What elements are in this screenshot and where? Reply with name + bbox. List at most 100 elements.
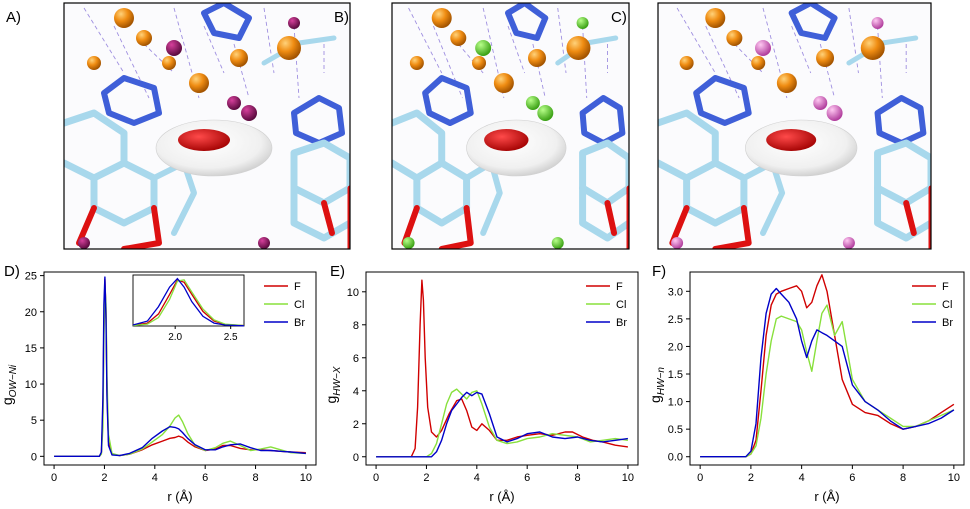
legend-label-f: F <box>942 281 949 293</box>
bond-stick <box>401 205 420 246</box>
metal-atom <box>431 8 452 28</box>
bond-stick <box>151 160 197 236</box>
ion-atom <box>241 105 257 121</box>
x-tick-label: 0 <box>51 472 57 484</box>
ion-atom <box>258 237 270 249</box>
x-tick-label: 10 <box>622 472 634 484</box>
chart-e: 0 2 4 6 8 10 0 2 4 6 8 10 r (Å) gHW−X F Cl Br <box>323 271 639 504</box>
series-line-f <box>376 279 628 458</box>
molecular-panel-b <box>392 3 629 249</box>
ion-atom <box>525 96 540 110</box>
chart-d: 0 2 4 6 8 10 0 5 10 15 20 25 r (Å) gOW−Ni F Cl Br 2.0 2.5 <box>0 271 317 504</box>
coordination-line <box>293 25 300 99</box>
ion-atom <box>576 17 589 29</box>
y-tick-label: 5 <box>31 415 37 427</box>
metal-atom <box>679 56 694 70</box>
coordination-line <box>877 25 883 99</box>
x-axis-label: r (Å) <box>167 489 192 504</box>
coordination-line <box>507 25 526 74</box>
bond-stick <box>658 109 719 182</box>
x-tick-label: 2 <box>423 472 429 484</box>
y-tick-label: 3.0 <box>668 286 683 298</box>
ion-atom <box>537 105 554 121</box>
y-tick-label: 1.5 <box>668 369 683 381</box>
inset-series-line-cl <box>132 279 245 327</box>
metal-atom <box>114 8 134 28</box>
y-tick-label: 1.0 <box>668 397 683 409</box>
chart-f: 0 2 4 6 8 10 0.0 0.5 1.0 1.5 2.0 2.5 3.0 r (Å) gHW−n FC… <box>647 271 965 504</box>
x-tick-label: 0 <box>373 472 379 484</box>
y-tick-label: 0 <box>353 452 359 464</box>
y-tick-label: 0.5 <box>668 424 683 436</box>
bond-stick <box>579 184 629 242</box>
coordination-line <box>557 7 567 74</box>
panel-label-c: C) <box>611 9 627 26</box>
metal-atom <box>472 56 487 70</box>
x-tick-label: 4 <box>474 472 480 484</box>
bond-stick <box>579 95 626 146</box>
ion-atom <box>813 96 828 110</box>
bond-stick <box>201 3 252 41</box>
y-tick-label: 15 <box>25 343 37 355</box>
x-tick-label: 6 <box>202 472 208 484</box>
x-tick-label: 4 <box>152 472 158 484</box>
legend-label-f: F <box>294 281 301 293</box>
metal-atom <box>277 36 301 60</box>
ion-atom <box>227 96 241 110</box>
molecular-panel-frame <box>391 2 630 250</box>
bond-stick <box>291 95 345 146</box>
metal-atom <box>528 49 547 67</box>
y-tick-label: 2 <box>353 419 359 431</box>
coordination-line <box>791 25 812 74</box>
y-tick-label: 10 <box>25 379 37 391</box>
y-axis-label-main: g <box>323 396 339 404</box>
ion-atom <box>842 237 855 249</box>
metal-atom <box>493 73 514 93</box>
x-tick-label: 8 <box>574 472 580 484</box>
y-axis-label-main: g <box>0 397 15 405</box>
molecular-panel-frame <box>63 2 351 250</box>
molecular-panel-c <box>658 3 931 249</box>
inset-x-tick-label: 2.0 <box>168 332 182 343</box>
series-line-br <box>54 276 306 457</box>
inset-plot: 2.0 2.5 <box>132 274 245 343</box>
density-blob <box>484 129 529 151</box>
bond-stick <box>413 159 471 227</box>
metal-atom <box>87 56 101 70</box>
x-tick-label: 6 <box>849 472 855 484</box>
density-blob <box>766 129 817 151</box>
coordination-line <box>848 7 859 74</box>
bond-stick <box>290 184 350 242</box>
x-tick-label: 10 <box>300 472 312 484</box>
ion-atom <box>826 105 843 121</box>
series-line-f <box>700 274 955 458</box>
y-axis-label-sub: OW−Ni <box>8 364 19 397</box>
bond-stick <box>874 95 927 146</box>
x-axis-label: r (Å) <box>489 489 514 504</box>
y-axis-label: gHW−X <box>323 366 343 403</box>
series-line-br <box>700 287 955 458</box>
y-axis-label-sub: HW−n <box>656 367 667 396</box>
inset-x-tick-label: 2.5 <box>224 332 238 343</box>
coordination-line <box>582 25 588 99</box>
metal-atom <box>776 73 797 93</box>
y-tick-label: 4 <box>353 386 359 398</box>
metal-atom <box>409 56 424 70</box>
y-tick-label: 20 <box>25 307 37 319</box>
bond-stick <box>392 109 446 182</box>
legend-label-cl: Cl <box>294 299 304 311</box>
ion-atom <box>288 17 300 29</box>
y-tick-label: 10 <box>347 287 359 299</box>
panel-label-d: D) <box>4 263 20 280</box>
legend-label-br: Br <box>294 317 305 329</box>
series-line-br <box>376 391 628 458</box>
series-line-cl <box>700 304 955 458</box>
inset-series-line-f <box>132 279 245 327</box>
y-axis-label-sub: HW−X <box>332 366 343 396</box>
metal-atom <box>189 73 209 93</box>
bond-stick <box>64 109 128 182</box>
x-tick-label: 8 <box>900 472 906 484</box>
metal-atom <box>136 30 152 46</box>
x-tick-label: 4 <box>799 472 805 484</box>
panel-label-e: E) <box>330 263 345 280</box>
